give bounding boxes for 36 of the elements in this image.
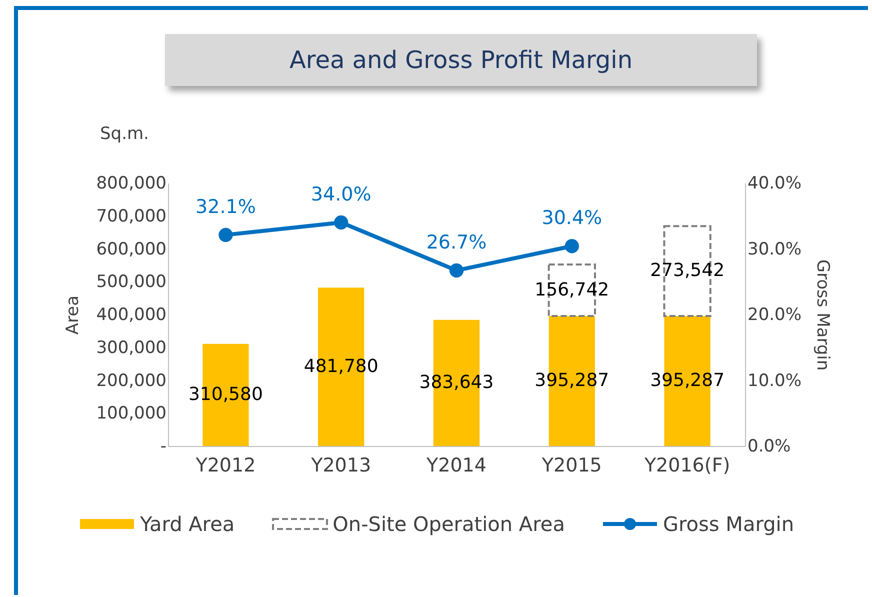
data-label: 34.0% (310, 183, 372, 206)
text: Sq.m. (100, 124, 149, 144)
x-tick-label: Y2015 (540, 454, 602, 476)
x-tick-label: Y2016(F) (643, 454, 730, 476)
y-tick-label: 100,000 (96, 404, 166, 424)
point (449, 263, 464, 278)
data-label: 156,742 (534, 279, 610, 300)
y2-tick-label: 40.0% (748, 174, 802, 194)
y-tick-label: 600,000 (96, 239, 166, 260)
point (218, 228, 233, 242)
y2-axis-title: Gross Margin (812, 259, 833, 371)
point (564, 239, 579, 254)
y-axis-title: Area (63, 295, 84, 335)
data-label: 30.4% (542, 207, 602, 230)
y-tick-label: - (160, 436, 166, 456)
y-tick-label: 400,000 (96, 305, 166, 325)
data-label: 273,542 (650, 260, 725, 282)
y2-tick-label: 0.0% (748, 436, 791, 456)
y-tick-label: 700,000 (96, 206, 166, 226)
chart-title: Area and Gross Profit Margin (165, 34, 757, 86)
x-tick-label: Y2013 (310, 454, 372, 476)
legend-label: Gross Margin (662, 512, 794, 536)
y-tick-label: 300,000 (96, 338, 166, 358)
y2-tick-label: 20.0% (748, 305, 802, 325)
y-tick-label: 200,000 (96, 370, 166, 391)
y-tick-label: 800,000 (96, 174, 166, 194)
y-tick-label: 500,000 (96, 272, 166, 292)
data-label: 32.1% (196, 196, 256, 218)
y2-tick-label: 30.0% (748, 239, 802, 260)
x-tick-label: Y2014 (426, 454, 486, 476)
data-label: 26.7% (426, 231, 487, 254)
x-tick-label: Y2012 (194, 454, 256, 476)
point (334, 215, 348, 230)
legend-label: On-Site Operation Area (332, 512, 565, 536)
legend-label: Yard Area (140, 512, 235, 536)
y2-tick-label: 10.0% (748, 370, 802, 391)
